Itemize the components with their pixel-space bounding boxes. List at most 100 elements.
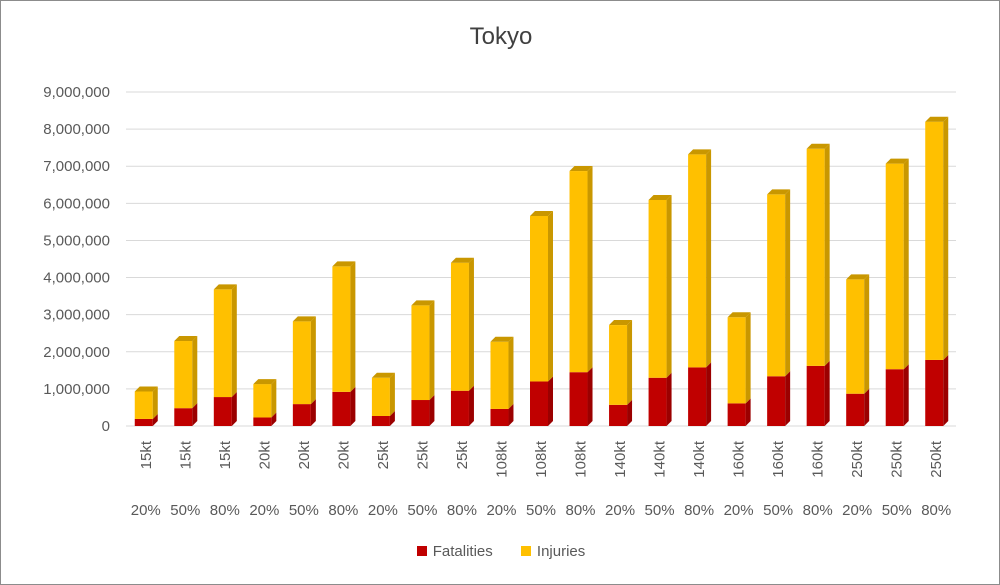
bar-injuries xyxy=(530,215,548,382)
bar-fatalities-side xyxy=(231,392,237,426)
y-tick-label: 7,000,000 xyxy=(43,158,110,175)
bar-fatalities-side xyxy=(192,403,198,426)
x-tick-label-yield: 108kt xyxy=(533,440,550,478)
x-tick-label-percent: 80% xyxy=(210,502,240,519)
bar-injuries xyxy=(174,341,193,409)
y-tick-label: 5,000,000 xyxy=(43,232,110,249)
bar-top xyxy=(332,261,356,267)
x-tick-label-yield: 250kt xyxy=(889,440,906,478)
bar-top xyxy=(490,336,514,342)
x-tick-label-yield: 140kt xyxy=(652,440,669,478)
bar-injuries-side xyxy=(943,116,949,360)
x-tick-label-yield: 250kt xyxy=(849,440,866,478)
bar-top xyxy=(450,257,474,263)
bar-injuries-side xyxy=(508,336,514,409)
bar-fatalities xyxy=(648,377,667,426)
x-tick-label-yield: 140kt xyxy=(691,440,708,478)
bar-top xyxy=(727,312,751,318)
x-tick-label-percent: 20% xyxy=(486,502,516,519)
bar-injuries xyxy=(490,341,509,409)
bar-injuries-side xyxy=(231,284,237,398)
bar-fatalities-side xyxy=(943,354,949,426)
bar-injuries xyxy=(846,279,865,394)
bar-fatalities xyxy=(609,404,628,426)
bar-injuries-side xyxy=(745,312,751,404)
bar-fatalities xyxy=(846,393,865,426)
bar-injuries-side xyxy=(666,194,672,378)
bar-fatalities xyxy=(569,372,588,426)
x-tick-label-yield: 25kt xyxy=(414,440,431,469)
bar-injuries-side xyxy=(192,336,198,409)
bar-fatalities-side xyxy=(350,386,356,426)
x-tick-label-yield: 15kt xyxy=(217,440,234,469)
bar-fatalities-side xyxy=(389,410,395,426)
bar-injuries xyxy=(648,199,667,378)
x-tick-label-percent: 80% xyxy=(447,502,477,519)
bar-fatalities-side xyxy=(666,372,672,426)
bar-injuries-side xyxy=(468,257,474,391)
bar-fatalities-side xyxy=(152,413,158,426)
bar-injuries-side xyxy=(627,320,633,405)
x-tick-label-yield: 20kt xyxy=(296,440,313,469)
y-tick-label: 8,000,000 xyxy=(43,121,110,138)
x-tick-label-percent: 50% xyxy=(645,502,675,519)
x-tick-label-percent: 50% xyxy=(170,502,200,519)
bar-injuries xyxy=(213,289,232,398)
x-tick-label-yield: 15kt xyxy=(177,440,194,469)
bar-fatalities xyxy=(134,418,153,426)
x-tick-label-percent: 20% xyxy=(368,502,398,519)
x-tick-label-percent: 50% xyxy=(526,502,556,519)
bar-injuries xyxy=(727,317,746,404)
bar-injuries xyxy=(767,194,786,377)
bar-fatalities xyxy=(530,381,548,426)
bar-top xyxy=(292,316,316,322)
bar-top xyxy=(767,189,791,195)
x-tick-label-yield: 25kt xyxy=(375,440,392,469)
x-tick-label-percent: 20% xyxy=(842,502,872,519)
x-tick-label-percent: 50% xyxy=(763,502,793,519)
bar-injuries-side xyxy=(587,166,593,373)
bar-fatalities-side xyxy=(706,362,712,426)
bar-fatalities-side xyxy=(429,395,435,426)
x-tick-label-yield: 160kt xyxy=(810,440,827,478)
x-tick-label-percent: 80% xyxy=(684,502,714,519)
bar-fatalities xyxy=(292,404,311,426)
x-tick-label-percent: 20% xyxy=(131,502,161,519)
bar-injuries xyxy=(292,321,311,405)
x-tick-label-percent: 80% xyxy=(921,502,951,519)
y-tick-label: 9,000,000 xyxy=(43,84,110,101)
x-tick-label-yield: 108kt xyxy=(493,440,510,478)
bar-fatalities-side xyxy=(587,367,593,426)
bar-injuries-side xyxy=(152,386,158,419)
bar-fatalities xyxy=(450,390,469,426)
plot-area: 0 1,000,000 2,000,000 3,000,000 4,000,000 5,0… xyxy=(43,84,956,519)
x-tick-label-yield: 160kt xyxy=(731,440,748,478)
bar-top xyxy=(213,284,237,290)
bar-injuries xyxy=(609,325,628,405)
bar-fatalities xyxy=(885,369,904,426)
bar-fatalities-side xyxy=(271,412,277,426)
bar-injuries-side xyxy=(429,300,435,401)
bar-fatalities-side xyxy=(824,360,830,426)
bar-top xyxy=(569,166,593,172)
bar-injuries xyxy=(688,154,707,368)
bar-injuries-side xyxy=(785,189,791,377)
bar-fatalities xyxy=(332,391,351,426)
bar-fatalities xyxy=(253,417,272,426)
injuries-swatch xyxy=(520,546,531,556)
bar-top xyxy=(648,194,672,200)
bar-fatalities xyxy=(411,400,430,426)
bar-injuries xyxy=(925,121,944,360)
x-tick-label-yield: 108kt xyxy=(573,440,590,478)
x-tick-label-percent: 80% xyxy=(328,502,358,519)
x-tick-label-yield: 160kt xyxy=(770,440,787,478)
bar-top xyxy=(688,149,712,155)
x-tick-label-percent: 50% xyxy=(882,502,912,519)
bar-top xyxy=(925,116,949,122)
bar-top xyxy=(253,379,277,385)
fatalities-swatch xyxy=(416,546,427,556)
legend: Fatalities Injuries xyxy=(1,543,1000,560)
x-tick-label-percent: 20% xyxy=(605,502,635,519)
x-tick-label-percent: 20% xyxy=(249,502,279,519)
